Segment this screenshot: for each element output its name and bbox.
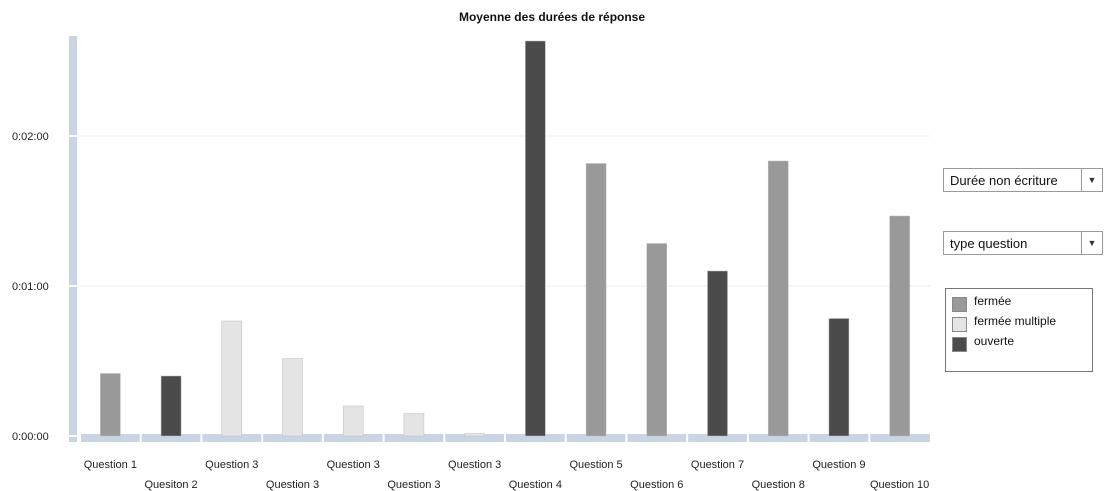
x-category-label: Question 4	[509, 479, 562, 491]
group-by-select[interactable]: type question ▼	[943, 231, 1103, 255]
axes	[69, 36, 930, 442]
legend-item-fermee: fermée	[952, 293, 1086, 312]
y-tick-label: 0:00:00	[12, 431, 49, 443]
bar	[646, 243, 668, 437]
x-category-label: Question 5	[569, 459, 622, 471]
bar	[707, 270, 728, 437]
x-category-label: Quesiton 2	[144, 479, 197, 491]
x-category-label: Question 7	[691, 459, 744, 471]
legend-label: fermée multiple	[974, 314, 1057, 328]
bar	[282, 358, 303, 437]
bar	[828, 318, 850, 437]
bar	[464, 433, 485, 437]
y-axis	[69, 36, 77, 442]
y-tick-label: 0:01:00	[12, 281, 49, 293]
group-by-select-value: type question	[950, 235, 1028, 251]
bar	[767, 160, 789, 437]
bar	[525, 40, 546, 437]
bar	[889, 215, 910, 437]
x-category-label: Question 9	[812, 459, 865, 471]
metric-select-value: Durée non écriture	[950, 172, 1058, 188]
bar	[585, 163, 607, 437]
bar	[221, 320, 243, 437]
metric-select[interactable]: Durée non écriture ▼	[943, 168, 1103, 192]
bar-chart: Moyenne des durées de réponse 0:00:000:0…	[12, 10, 930, 491]
chart-title: Moyenne des durées de réponse	[459, 10, 645, 24]
legend-item-fermee-multiple: fermée multiple	[952, 313, 1086, 332]
legend-swatch	[952, 336, 967, 352]
legend-label: fermée	[974, 294, 1012, 308]
y-tick-label: 0:02:00	[12, 131, 49, 143]
legend-swatch	[952, 316, 967, 332]
x-category-label: Question 3	[448, 459, 501, 471]
bar	[342, 405, 364, 437]
x-category-label: Question 6	[630, 479, 683, 491]
x-category-label: Question 8	[752, 479, 805, 491]
bars	[79, 40, 910, 442]
x-category-label: Question 10	[870, 479, 929, 491]
x-category-label: Question 3	[327, 459, 380, 471]
chevron-down-icon[interactable]: ▼	[1081, 169, 1102, 191]
bar	[100, 373, 121, 437]
legend-item-ouverte: ouverte	[952, 333, 1086, 352]
x-category-label: Question 3	[266, 479, 319, 491]
gridlines	[80, 135, 930, 287]
x-category-label: Question 3	[205, 459, 258, 471]
x-category-label: Question 1	[84, 459, 137, 471]
legend-swatch	[952, 296, 967, 312]
y-axis-tick-labels: 0:00:00 0:01:00 0:02:00	[12, 131, 77, 443]
bar	[403, 413, 425, 437]
chart-legend: fermée fermée multiple ouverte	[945, 288, 1093, 372]
bar	[160, 375, 182, 437]
legend-label: ouverte	[974, 334, 1015, 348]
x-category-label: Question 3	[387, 479, 440, 491]
x-axis-category-labels: Question 1 Quesiton 2 Question 3 Question 3…	[84, 459, 930, 491]
chevron-down-icon[interactable]: ▼	[1081, 232, 1102, 254]
